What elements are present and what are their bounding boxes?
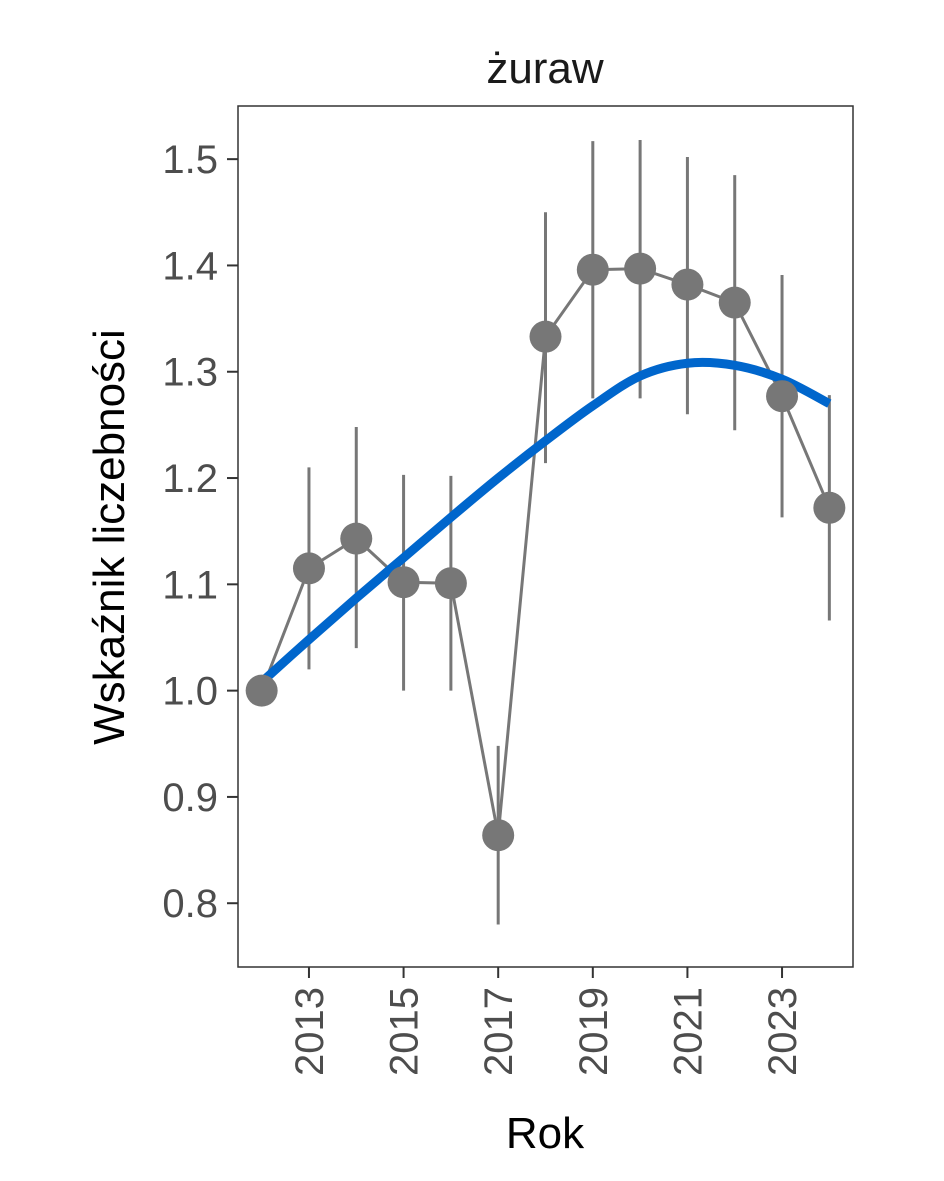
chart-title: żuraw [486,44,604,93]
y-tick-label: 1.3 [162,351,218,395]
y-tick-label: 0.9 [162,776,218,820]
data-point [576,253,609,286]
x-axis-title: Rok [506,1109,585,1158]
y-tick-label: 1.4 [162,244,218,288]
data-point [718,286,751,319]
data-point [482,819,515,852]
data-point [671,268,704,301]
x-tick-label: 2015 [383,987,427,1076]
y-tick-label: 1.5 [162,138,218,182]
x-axis: 2013 2015 2017 2019 2021 2023 [288,967,805,1076]
x-tick-label: 2021 [666,987,710,1076]
data-point [340,522,373,555]
x-tick-label: 2023 [761,987,805,1076]
data-points [245,252,846,852]
data-point [292,552,325,585]
y-axis: 0.8 0.9 1.0 1.1 1.2 1.3 1.4 1.5 [162,138,238,926]
data-point [387,566,420,599]
data-point [813,491,846,524]
data-point [529,320,562,353]
y-tick-label: 1.2 [162,457,218,501]
x-tick-label: 2013 [288,987,332,1076]
x-tick-label: 2019 [572,987,616,1076]
y-tick-label: 1.1 [162,563,218,607]
data-point [624,252,657,285]
data-point [245,674,278,707]
y-tick-label: 0.8 [162,882,218,926]
y-axis-title: Wskaźnik liczebności [85,329,134,745]
data-point [434,567,467,600]
y-tick-label: 1.0 [162,670,218,714]
trend-line [258,357,832,686]
x-tick-label: 2017 [477,987,521,1076]
data-point [766,380,799,413]
